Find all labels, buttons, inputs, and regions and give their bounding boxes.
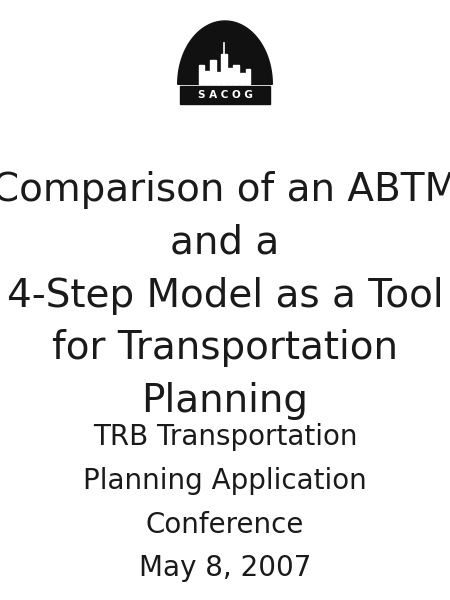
- Text: and a: and a: [171, 224, 279, 262]
- Bar: [246, 69, 250, 84]
- Text: Conference: Conference: [146, 511, 304, 539]
- Bar: [240, 73, 245, 84]
- Bar: [210, 60, 216, 84]
- Polygon shape: [178, 21, 272, 84]
- Bar: [217, 72, 220, 84]
- Bar: [180, 86, 270, 104]
- Text: May 8, 2007: May 8, 2007: [139, 554, 311, 583]
- Bar: [199, 65, 204, 84]
- Text: 4-Step Model as a Tool: 4-Step Model as a Tool: [7, 277, 443, 314]
- Bar: [233, 65, 239, 84]
- Bar: [221, 54, 227, 84]
- Text: Planning Application: Planning Application: [83, 467, 367, 495]
- Text: Comparison of an ABTM: Comparison of an ABTM: [0, 171, 450, 209]
- Text: TRB Transportation: TRB Transportation: [93, 423, 357, 451]
- Bar: [228, 68, 232, 84]
- Text: S A C O G: S A C O G: [198, 90, 252, 100]
- Text: Planning: Planning: [141, 382, 309, 420]
- Bar: [205, 71, 209, 84]
- Text: for Transportation: for Transportation: [52, 329, 398, 367]
